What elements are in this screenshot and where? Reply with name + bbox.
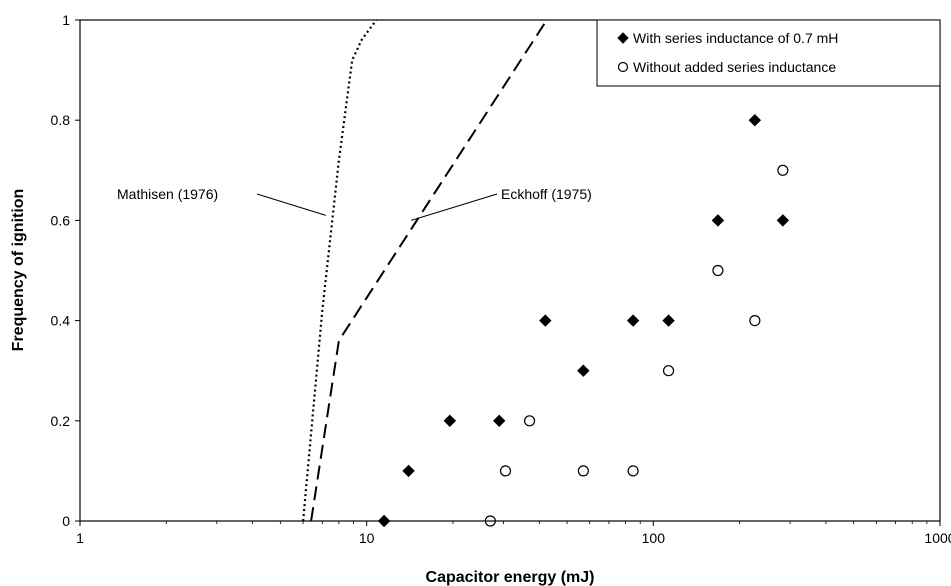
data-point-without-inductance — [749, 315, 761, 327]
curves-layer — [302, 19, 548, 522]
points-layer — [377, 113, 790, 528]
data-point-with-inductance — [711, 214, 725, 227]
y-tick-label: 0.2 — [51, 413, 71, 429]
y-tick-label: 0 — [62, 513, 70, 529]
y-tick-label: 0.4 — [51, 313, 71, 329]
data-point-with-inductance — [402, 464, 415, 478]
legend-label: Without added series inductance — [633, 59, 836, 75]
legend-box — [596, 19, 941, 87]
data-point-with-inductance — [776, 214, 790, 227]
x-axis-title: Capacitor energy (mJ) — [426, 569, 595, 586]
data-point-with-inductance — [748, 113, 762, 127]
x-tick-label: 100 — [642, 530, 666, 546]
legend: With series inductance of 0.7 mH Without … — [596, 19, 941, 87]
mathisen-curve — [302, 19, 378, 522]
x-tick-label: 10 — [359, 530, 375, 546]
x-tick-label: 1 — [76, 530, 84, 546]
data-point-with-inductance — [577, 364, 590, 377]
y-tick-label: 0.8 — [51, 112, 71, 128]
data-point-with-inductance — [539, 314, 552, 327]
legend-label: With series inductance of 0.7 mH — [633, 30, 838, 46]
data-point-with-inductance — [443, 414, 457, 428]
plot-area-frame — [79, 19, 941, 522]
annotation-eckhoff: Eckhoff (1975) — [501, 186, 592, 202]
y-tick-label: 0.6 — [51, 212, 71, 228]
data-point-with-inductance — [626, 314, 640, 327]
data-point-without-inductance — [577, 465, 589, 477]
annotation-leader-line — [256, 193, 326, 216]
data-point-without-inductance — [662, 365, 675, 377]
data-point-without-inductance — [523, 415, 536, 427]
legend-marker-diamond — [617, 32, 629, 44]
annotation-mathisen: Mathisen (1976) — [117, 186, 218, 202]
data-point-without-inductance — [499, 465, 512, 477]
annotations-layer: Mathisen (1976) Eckhoff (1975) — [117, 186, 592, 221]
data-point-without-inductance — [627, 465, 639, 477]
y-axis-title: Frequency of ignition — [10, 189, 27, 352]
annotation-leader-line — [411, 193, 498, 221]
y-tick-label: 1 — [62, 12, 70, 28]
data-point-without-inductance — [777, 164, 789, 176]
data-point-without-inductance — [712, 264, 724, 277]
legend-marker-circle — [617, 61, 629, 73]
data-point-with-inductance — [493, 414, 506, 428]
data-point-with-inductance — [662, 314, 675, 327]
